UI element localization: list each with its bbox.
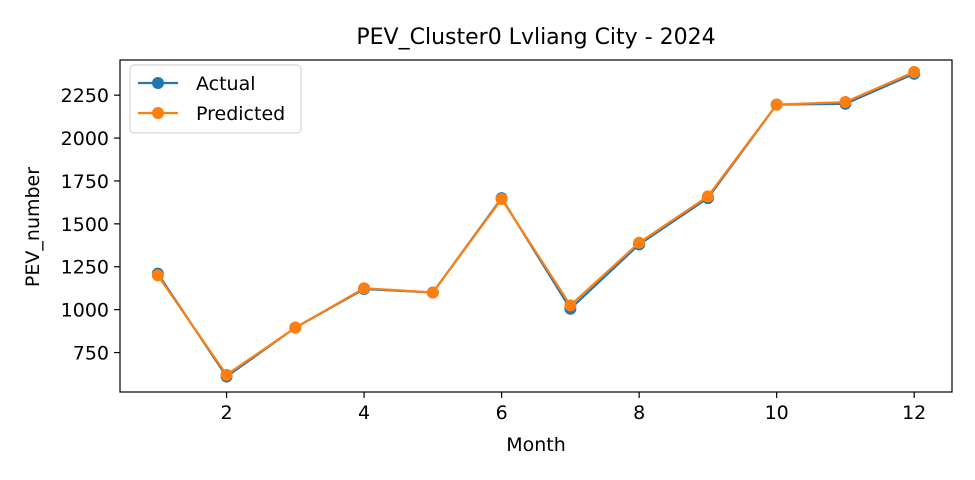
series-predicted-point (633, 236, 646, 249)
series-predicted-point (358, 282, 371, 295)
legend-predicted-label: Predicted (196, 103, 285, 125)
y-tick-label: 1500 (61, 214, 109, 236)
legend-predicted-marker (152, 107, 164, 119)
x-tick-label: 4 (358, 402, 370, 424)
series-predicted-point (564, 299, 577, 312)
x-axis-label: Month (506, 434, 566, 456)
y-tick-label: 1250 (61, 257, 109, 279)
y-tick-label: 2000 (61, 128, 109, 150)
series-predicted-point (495, 192, 508, 205)
series-predicted-point (839, 96, 852, 109)
x-tick-label: 6 (496, 402, 508, 424)
x-tick-label: 8 (633, 402, 645, 424)
plot-area (151, 66, 921, 383)
series-predicted-point (151, 269, 164, 282)
x-tick-label: 2 (221, 402, 233, 424)
axes: 2 4 6 8 10 12 750 1000 1250 1500 1750 2000 2250 (61, 59, 953, 424)
legend-actual-marker (152, 77, 164, 89)
series-predicted-point (426, 286, 439, 299)
y-axis-label: PEV_number (22, 167, 44, 287)
y-tick-label: 1000 (61, 300, 109, 322)
y-tick-label: 750 (73, 343, 109, 365)
plot-frame (119, 59, 953, 393)
series-predicted-point (220, 368, 233, 381)
x-tick-label: 10 (765, 402, 789, 424)
series-predicted-point (770, 98, 783, 111)
series-predicted-line (156, 71, 915, 377)
legend: Actual Predicted (129, 64, 302, 134)
chart-title: PEV_Cluster0 Lvliang City - 2024 (356, 25, 715, 50)
y-tick-label: 1750 (61, 171, 109, 193)
series-predicted-point (701, 190, 714, 203)
y-tick-label: 2250 (61, 85, 109, 107)
legend-actual-label: Actual (196, 73, 256, 95)
series-predicted-point (908, 66, 921, 79)
x-tick-label: 12 (902, 402, 926, 424)
series-predicted-point (289, 321, 302, 334)
